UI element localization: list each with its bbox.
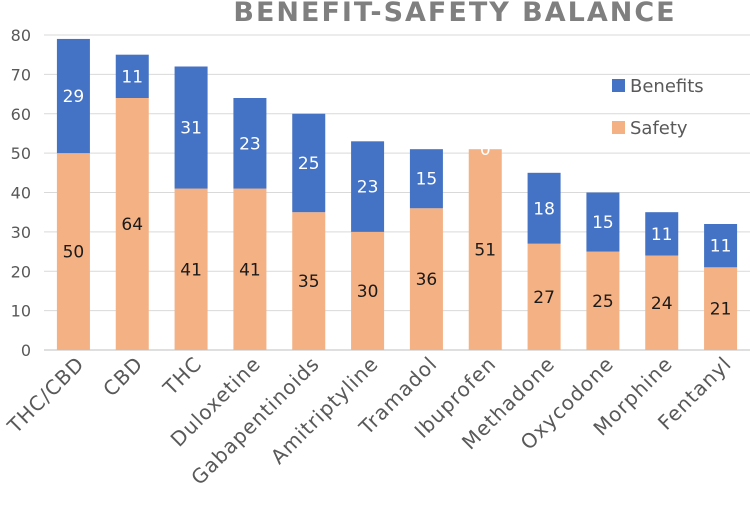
- data-label-benefits: 15: [416, 170, 438, 190]
- legend: Benefits Safety: [612, 76, 704, 139]
- bar-benefits-THC/CBD: [56, 38, 90, 154]
- bar-benefits-Amitriptyline: [351, 141, 385, 232]
- y-tick-label: 60: [11, 105, 31, 124]
- data-label-safety: 36: [416, 270, 438, 290]
- bar-benefits-CBD: [115, 54, 149, 98]
- grid-lines: [44, 34, 750, 351]
- data-label-benefits: 23: [357, 178, 379, 198]
- y-tick-label: 0: [21, 341, 31, 360]
- legend-label-benefits: Benefits: [630, 76, 704, 97]
- bar-benefits-THC: [174, 66, 208, 189]
- data-label-benefits: 29: [63, 87, 85, 107]
- data-label-benefits: 11: [651, 225, 673, 245]
- legend-label-safety: Safety: [630, 118, 688, 139]
- x-axis-ticks: THC/CBD CBD THCDuloxetineGabapentinoidsAmi…: [2, 352, 736, 490]
- bar-benefits-Morphine: [645, 212, 679, 256]
- bar-safety-Oxycodone: [586, 251, 620, 350]
- data-label-benefits: 15: [592, 213, 614, 233]
- data-label-safety: 51: [474, 241, 496, 261]
- bar-safety-Morphine: [645, 255, 679, 350]
- data-labels: 50 29 64 11 41 31 41 23 35 25 30 23 36 15 51 0 27 18 25 15 2…: [63, 67, 732, 319]
- bars: [56, 38, 738, 350]
- data-label-benefits: 11: [710, 237, 732, 257]
- legend-swatch-benefits: [612, 79, 625, 92]
- x-tick-label: THC/CBD: [2, 352, 89, 439]
- y-tick-label: 50: [11, 144, 31, 163]
- data-label-benefits: 0: [480, 140, 491, 160]
- bar-benefits-Duloxetine: [233, 98, 267, 189]
- y-tick-label: 20: [11, 262, 31, 281]
- y-axis-ticks: 0 10 20 30 40 50 60 70 80: [11, 26, 31, 360]
- data-label-benefits: 31: [180, 119, 202, 139]
- y-tick-label: 80: [11, 26, 31, 45]
- data-label-safety: 35: [298, 272, 320, 292]
- bar-benefits-Gabapentinoids: [292, 113, 326, 213]
- bar-benefits-Tramadol: [409, 149, 443, 209]
- bar-safety-THC: [174, 188, 208, 350]
- x-tick-label: CBD: [98, 352, 148, 402]
- data-label-safety: 25: [592, 292, 614, 312]
- bar-safety-CBD: [115, 98, 149, 350]
- data-label-benefits: 25: [298, 154, 320, 174]
- bar-benefits-Oxycodone: [586, 192, 620, 252]
- data-label-safety: 41: [239, 260, 261, 280]
- bar-safety-Amitriptyline: [351, 231, 385, 350]
- data-label-benefits: 18: [533, 199, 555, 219]
- data-label-benefits: 11: [121, 67, 143, 87]
- data-label-safety: 64: [121, 215, 143, 235]
- y-tick-label: 40: [11, 184, 31, 203]
- bar-safety-Gabapentinoids: [292, 212, 326, 350]
- bar-benefits-Fentanyl: [704, 224, 738, 268]
- bar-safety-THC/CBD: [56, 153, 90, 350]
- bar-safety-Duloxetine: [233, 188, 267, 350]
- x-tick-label: THC: [158, 352, 207, 401]
- y-tick-label: 30: [11, 223, 31, 242]
- data-label-safety: 41: [180, 260, 202, 280]
- chart-title: BENEFIT-SAFETY BALANCE: [233, 0, 676, 28]
- bar-safety-Fentanyl: [704, 267, 738, 350]
- data-label-safety: 21: [710, 300, 732, 320]
- bar-safety-Tramadol: [409, 208, 443, 350]
- data-label-safety: 24: [651, 294, 673, 314]
- data-label-safety: 30: [357, 282, 379, 302]
- y-tick-label: 70: [11, 65, 31, 84]
- data-label-safety: 50: [63, 243, 85, 263]
- bar-benefits-Methadone: [527, 172, 561, 244]
- data-label-benefits: 23: [239, 134, 261, 154]
- bar-safety-Ibuprofen: [468, 149, 502, 350]
- y-tick-label: 10: [11, 302, 31, 321]
- legend-swatch-safety: [612, 121, 625, 134]
- data-label-safety: 27: [533, 288, 555, 308]
- bar-safety-Methadone: [527, 243, 561, 350]
